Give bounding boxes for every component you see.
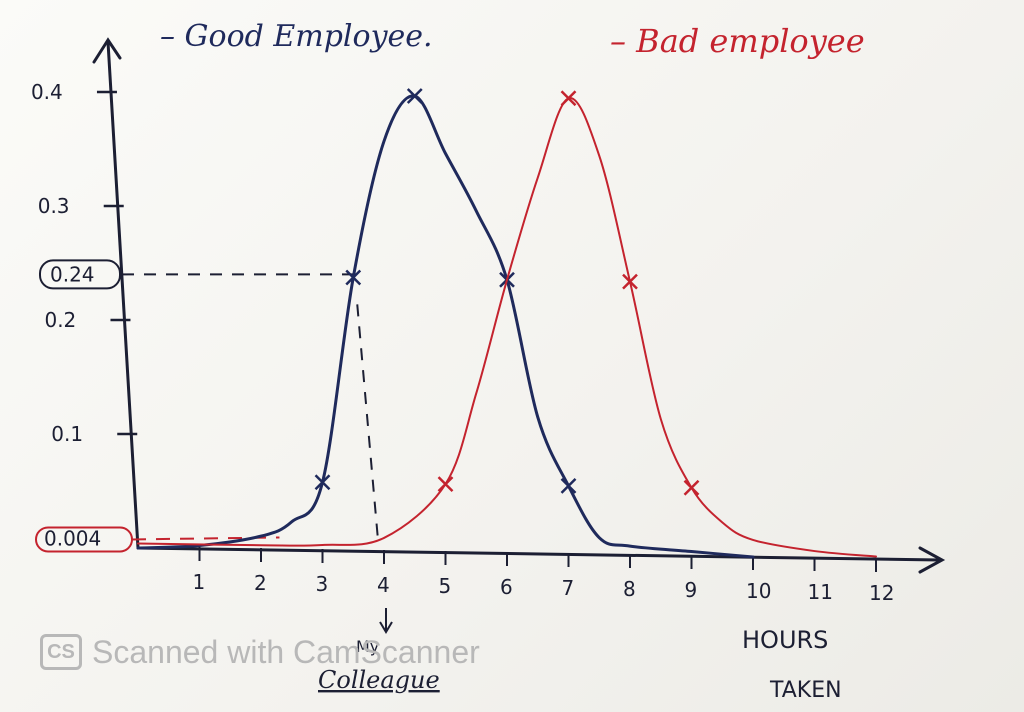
x-tick-label: 1 xyxy=(193,570,206,594)
legend-good: – Good Employee. xyxy=(160,19,433,54)
good-employee-marker xyxy=(314,474,331,491)
y-axis xyxy=(106,40,140,550)
x-guide-dashed xyxy=(356,304,379,541)
bad-employee-marker xyxy=(622,273,638,290)
x-tick-label: 11 xyxy=(808,580,833,604)
y-tick-label: 0.2 xyxy=(44,308,76,332)
x-tick-label: 6 xyxy=(500,575,513,599)
x-tick-label: 3 xyxy=(316,572,329,596)
xlabel-line1: HOURS xyxy=(742,626,828,654)
y-highlight-circle xyxy=(39,259,121,290)
bad-employee-marker xyxy=(560,90,577,107)
y-tick-label: 0.4 xyxy=(31,80,63,104)
tick-labels: 1 2 3 4 5 6 7 8 9 10 11 120.10.20.30.40.240.004 xyxy=(31,80,894,605)
x-tick-label: 12 xyxy=(869,581,894,605)
x-axis xyxy=(136,546,942,562)
good-employee-line xyxy=(136,94,755,559)
x-tick-label: 5 xyxy=(439,574,452,598)
x-tick-label: 9 xyxy=(685,578,698,602)
camscanner-logo-icon: CS xyxy=(40,634,82,670)
y-tick-label: 0.3 xyxy=(38,194,70,218)
x-tick-label: 4 xyxy=(377,573,390,597)
colleague-arrow-head xyxy=(379,621,393,634)
y-highlight-label: 0.24 xyxy=(50,262,95,286)
x-axis-arrow xyxy=(918,546,946,574)
legend-bad: – Bad employee xyxy=(610,22,865,60)
good-employee-marker xyxy=(560,478,577,494)
x-tick-label: 10 xyxy=(746,579,771,603)
watermark-text: Scanned with CamScanner xyxy=(92,633,480,670)
watermark: CS Scanned with CamScanner xyxy=(40,630,480,674)
x-tick-label: 2 xyxy=(254,571,267,595)
bad-employee-line xyxy=(137,97,877,558)
colleague-label-top: My xyxy=(356,637,379,656)
good-employee-marker xyxy=(345,269,362,286)
y-low-label: 0.004 xyxy=(44,526,101,550)
x-tick-label: 7 xyxy=(562,576,575,600)
guide-lines xyxy=(35,259,393,634)
axes xyxy=(92,37,946,574)
curves xyxy=(136,88,877,559)
y-axis-arrow xyxy=(92,37,122,64)
good-employee-marker xyxy=(406,88,423,104)
bad-employee-marker xyxy=(683,479,700,496)
x-tick-label: 8 xyxy=(623,577,636,601)
colleague-label: Colleague xyxy=(318,666,440,694)
y-tick-label: 0.1 xyxy=(51,422,83,446)
xlabel-line2: TAKEN xyxy=(769,678,842,703)
bad-employee-marker xyxy=(437,476,454,492)
